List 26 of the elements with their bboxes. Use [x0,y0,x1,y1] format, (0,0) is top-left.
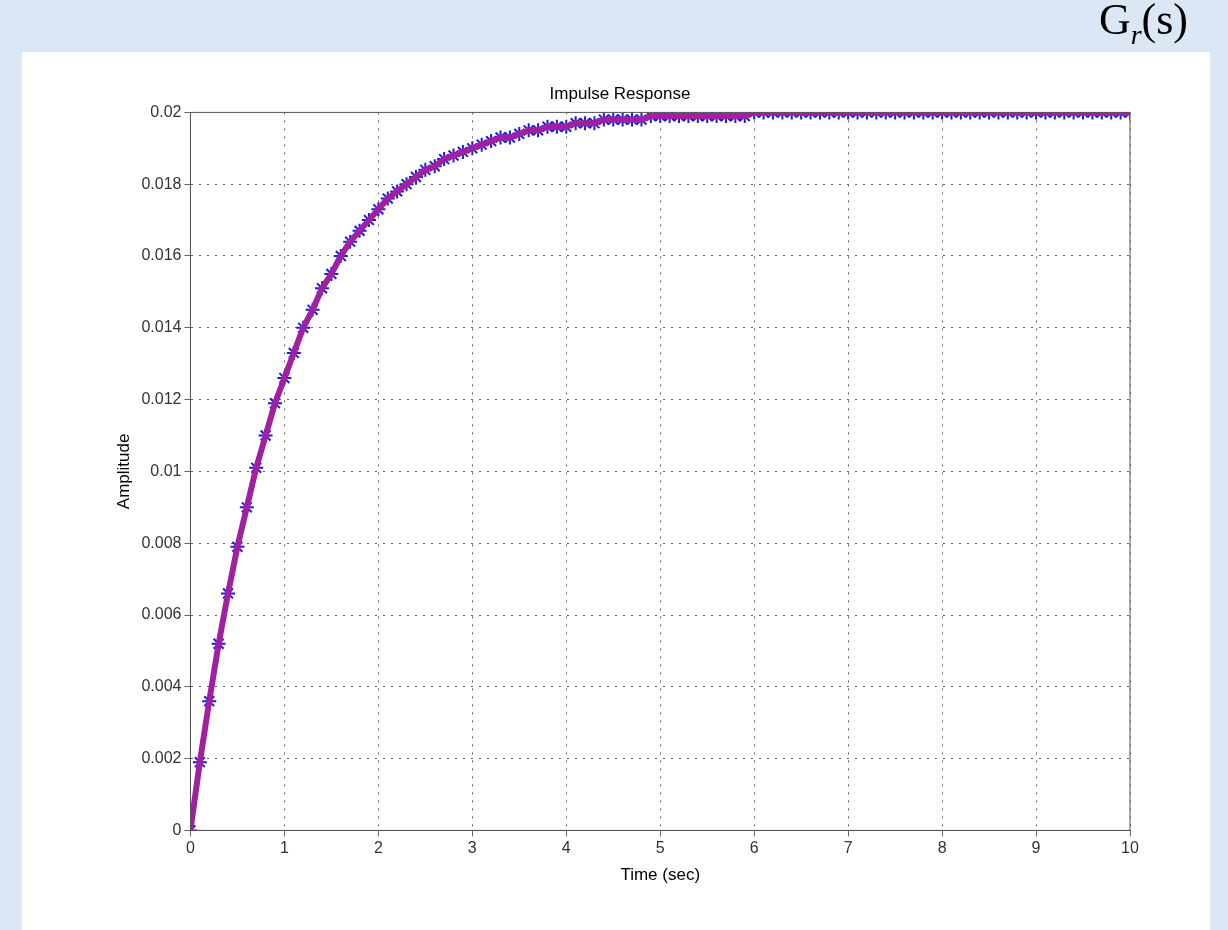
x-tick-label: 7 [843,839,853,857]
x-axis-title: Time (sec) [620,865,701,885]
text: G$_{r}$(s) [1098,0,1188,51]
x-tick-label: 2 [373,839,383,857]
y-tick-label: 0.01 [150,461,182,479]
y-tick-label: 0.016 [141,246,182,264]
x-tick-label: 1 [279,839,289,857]
y-tick-label: 0.006 [141,605,182,623]
x-tick-label: 8 [937,839,947,857]
y-tick-label: 0 [172,820,182,838]
x-tick-label: 0 [185,839,195,857]
y-tick-label: 0.002 [141,749,182,767]
x-tick-label: 9 [1031,839,1041,857]
y-tick-label: 0.008 [141,533,182,551]
y-tick-label: 0.012 [141,390,182,408]
y-tick-label: 0.004 [141,677,182,695]
y-tick-label: 0.014 [141,318,182,336]
chart-title: Impulse Response [549,83,691,103]
y-axis-title: Amplitude [113,433,133,510]
x-tick-label: 5 [655,839,665,857]
y-tick-label: 0.02 [150,102,182,120]
x-tick-label: 4 [561,839,571,857]
x-tick-label: 3 [467,839,477,857]
y-tick-label: 0.018 [141,174,182,192]
x-tick-label: 6 [749,839,759,857]
x-tick-label: 10 [1121,839,1139,857]
